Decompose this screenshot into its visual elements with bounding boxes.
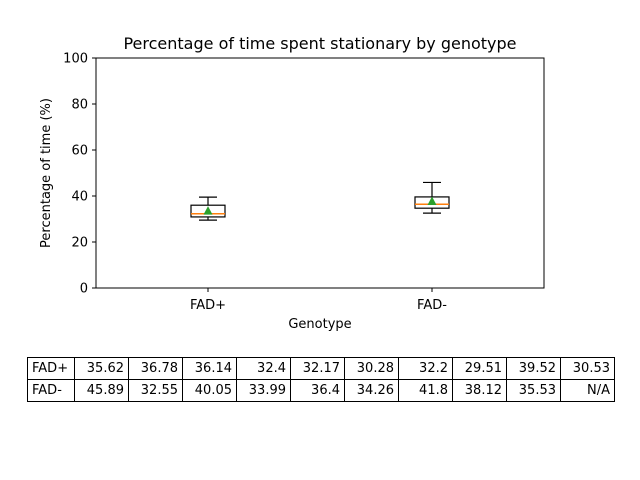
table-cell: 40.05	[182, 379, 237, 402]
box-FAD+	[190, 196, 226, 221]
chart-title: Percentage of time spent stationary by g…	[123, 34, 516, 53]
table-cell: 35.62	[74, 357, 129, 380]
table-cell: 34.26	[344, 379, 399, 402]
box-FAD-	[414, 181, 450, 214]
y-tick-label: 0	[80, 282, 88, 297]
plot-area	[95, 57, 545, 289]
mean-marker	[203, 206, 213, 215]
table-cell: 45.89	[74, 379, 129, 402]
table-cell: 32.4	[236, 357, 291, 380]
table-row: FAD- 45.89 32.55 40.05 33.99 36.4 34.26 …	[27, 379, 615, 402]
y-axis-label: Percentage of time (%)	[39, 98, 54, 248]
table-cell: 39.52	[506, 357, 561, 380]
table-cell: 30.53	[560, 357, 615, 380]
box-plot-chart: Percentage of time spent stationary by g…	[39, 34, 545, 332]
table-row: FAD+ 35.62 36.78 36.14 32.4 32.17 30.28 …	[27, 357, 615, 380]
y-tick-label: 80	[71, 98, 88, 113]
y-tick-label: 100	[63, 52, 88, 67]
boxes-group	[190, 181, 450, 221]
y-tick-label: 60	[71, 144, 88, 159]
row-label: FAD+	[27, 357, 75, 380]
table-cell: 36.78	[128, 357, 183, 380]
table-cell: 32.17	[290, 357, 345, 380]
y-tick-label: 40	[71, 190, 88, 205]
data-table: FAD+ 35.62 36.78 36.14 32.4 32.17 30.28 …	[27, 357, 615, 402]
y-tick-label: 20	[71, 236, 88, 251]
table-cell: 38.12	[452, 379, 507, 402]
iqr-box	[190, 204, 226, 218]
x-tick-label: FAD+	[190, 298, 226, 313]
mean-marker	[427, 196, 437, 205]
table-cell: 29.51	[452, 357, 507, 380]
x-tick-label: FAD-	[417, 298, 447, 313]
table-cell: 41.8	[398, 379, 453, 402]
y-axis: 0 20 40 60 80 100	[63, 52, 96, 297]
table-cell: 32.55	[128, 379, 183, 402]
table-cell: 30.28	[344, 357, 399, 380]
table-cell: 35.53	[506, 379, 561, 402]
table-cell: 33.99	[236, 379, 291, 402]
table-cell: 36.4	[290, 379, 345, 402]
row-label: FAD-	[27, 379, 75, 402]
table-cell: 36.14	[182, 357, 237, 380]
x-axis-label: Genotype	[288, 317, 351, 332]
x-axis: FAD+ FAD-	[190, 288, 447, 313]
table-cell: N/A	[560, 379, 615, 402]
table-cell: 32.2	[398, 357, 453, 380]
